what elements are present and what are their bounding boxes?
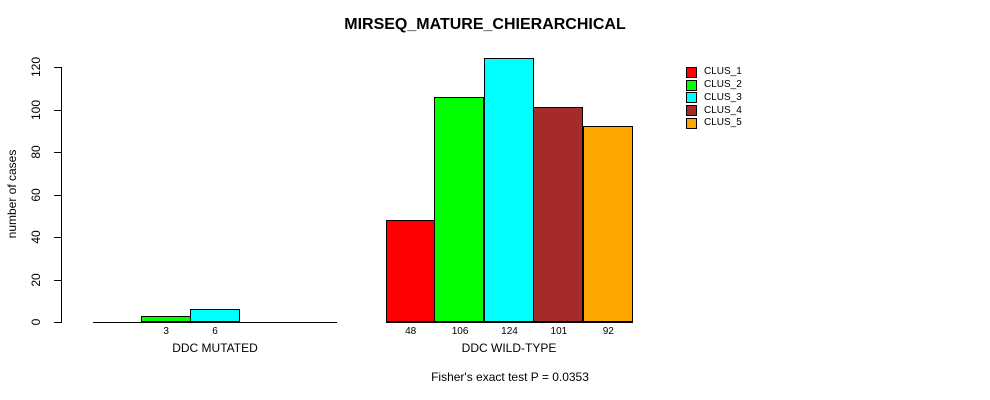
y-tick-label: 40	[29, 230, 43, 244]
y-tick-label: 60	[29, 188, 43, 202]
bar-clus_2	[434, 97, 484, 322]
legend: CLUS_1 CLUS_2 CLUS_3 CLUS_4 CLUS_5	[686, 66, 742, 130]
legend-label: CLUS_5	[704, 117, 742, 129]
x-axis-baseline	[93, 322, 337, 323]
legend-label: CLUS_3	[704, 91, 742, 103]
y-axis-label: number of cases	[5, 149, 19, 239]
y-tick-mark	[54, 67, 62, 68]
group-label-ddc-mutated: DDC MUTATED	[172, 341, 258, 355]
bar-clus_3	[484, 58, 534, 322]
legend-item-clus_2: CLUS_2	[686, 79, 742, 92]
bar-value-label: 101	[550, 326, 568, 337]
legend-label: CLUS_2	[704, 79, 742, 91]
bar-clus_5	[583, 126, 633, 322]
y-tick-mark	[54, 195, 62, 196]
y-tick-mark	[54, 322, 62, 323]
legend-swatch	[686, 66, 697, 78]
bar-value-label: 3	[163, 326, 169, 337]
group-label-ddc-wild-type: DDC WILD-TYPE	[461, 341, 557, 355]
bar-value-label: 92	[602, 326, 614, 337]
y-tick-label: 100	[29, 99, 43, 121]
legend-swatch	[686, 117, 697, 129]
bar-clus_2	[141, 316, 191, 322]
y-tick-mark	[54, 237, 62, 238]
x-axis-baseline	[386, 322, 633, 323]
legend-item-clus_1: CLUS_1	[686, 66, 742, 79]
y-tick-mark	[54, 152, 62, 153]
bar-value-label: 124	[501, 326, 518, 337]
y-tick-label: 120	[29, 56, 43, 78]
legend-item-clus_3: CLUS_3	[686, 92, 742, 105]
y-tick-mark	[54, 280, 62, 281]
bar-clus_1	[386, 220, 435, 322]
legend-label: CLUS_1	[704, 66, 742, 78]
y-tick-mark	[54, 110, 62, 111]
bar-clus_3	[190, 309, 240, 322]
legend-swatch	[686, 105, 697, 117]
y-tick-label: 0	[29, 318, 43, 326]
bar-clus_4	[533, 107, 583, 322]
y-tick-label: 80	[29, 145, 43, 159]
legend-swatch	[686, 92, 697, 104]
legend-label: CLUS_4	[704, 104, 742, 116]
y-tick-label: 20	[29, 273, 43, 287]
fisher-test-annotation: Fisher's exact test P = 0.0353	[431, 370, 589, 384]
legend-item-clus_5: CLUS_5	[686, 117, 742, 130]
bar-value-label: 6	[212, 326, 218, 337]
bar-value-label: 48	[405, 326, 417, 337]
bar-value-label: 106	[451, 326, 469, 337]
legend-swatch	[686, 79, 697, 91]
legend-item-clus_4: CLUS_4	[686, 104, 742, 117]
chart-title: MIRSEQ_MATURE_CHIERARCHICAL	[344, 16, 626, 33]
